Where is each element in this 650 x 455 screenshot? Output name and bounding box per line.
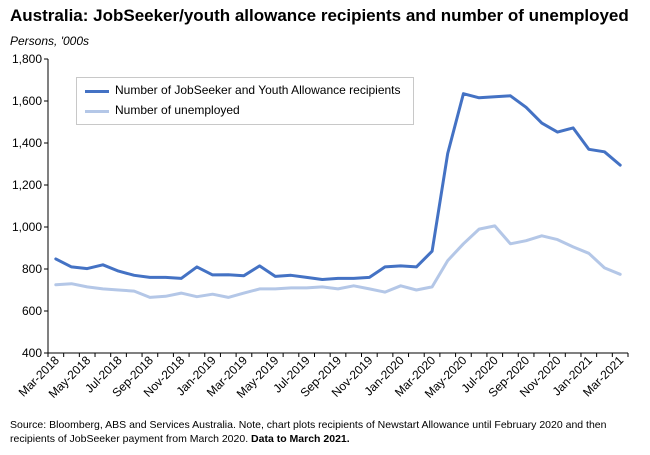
legend-label-jobseeker: Number of JobSeeker and Youth Allowance … xyxy=(115,83,401,97)
y-tick-label: 1,200 xyxy=(12,178,42,192)
chart-series xyxy=(54,92,622,299)
legend-swatch-unemployed xyxy=(85,110,109,113)
series-line-unemployed xyxy=(54,224,622,299)
y-tick-label: 1,600 xyxy=(12,94,42,108)
chart-legend: Number of JobSeeker and Youth Allowance … xyxy=(76,77,414,125)
series-line-jobseeker xyxy=(54,92,622,281)
source-text: Source: Bloomberg, ABS and Services Aust… xyxy=(10,419,607,445)
y-tick-label: 600 xyxy=(22,304,42,318)
y-tick-label: 1,800 xyxy=(12,52,42,66)
legend-swatch-jobseeker xyxy=(85,90,109,93)
y-tick-label: 1,000 xyxy=(12,220,42,234)
source-note: Source: Bloomberg, ABS and Services Aust… xyxy=(10,418,640,446)
y-tick-label: 400 xyxy=(22,346,42,360)
y-tick-label: 800 xyxy=(22,262,42,276)
data-to-note: Data to March 2021. xyxy=(251,433,350,445)
chart-title: Australia: JobSeeker/youth allowance rec… xyxy=(10,6,629,25)
y-axis-units-label: Persons, '000s xyxy=(10,34,90,48)
legend-label-unemployed: Number of unemployed xyxy=(115,103,240,117)
y-tick-label: 1,400 xyxy=(12,136,42,150)
